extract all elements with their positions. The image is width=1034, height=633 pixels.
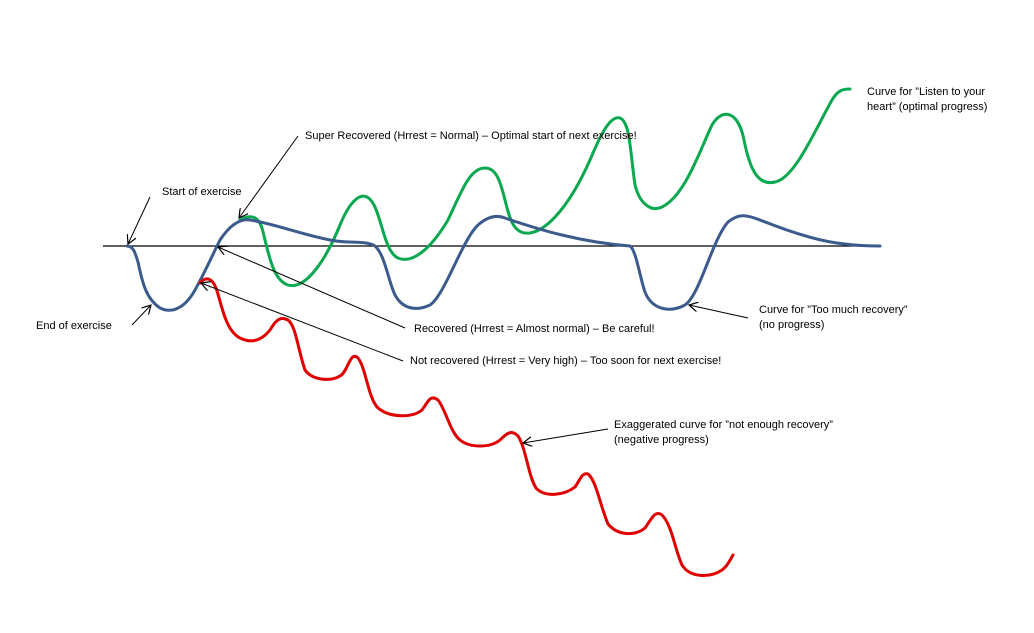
super-recovered-arrow xyxy=(239,135,299,218)
not-enough-recovery-label-line2: (negative progress) xyxy=(614,434,709,446)
end-of-exercise-arrow xyxy=(131,305,151,326)
not-enough-recovery-label-line1: Exaggerated curve for ”not enough recove… xyxy=(614,419,833,431)
start-of-exercise-arrow xyxy=(128,196,151,244)
too-much-recovery-label-line2: (no progress) xyxy=(759,319,825,331)
super-recovered-label: Super Recovered (Hrrest = Normal) – Opti… xyxy=(305,130,637,142)
not-recovered-arrow xyxy=(201,283,404,362)
not-recovered-label: Not recovered (Hrrest = Very high) – Too… xyxy=(410,355,722,367)
recovered-arrow xyxy=(218,247,406,329)
too-much-recovery-curve xyxy=(125,214,882,312)
end-of-exercise-label: End of exercise xyxy=(36,320,112,332)
recovered-label: Recovered (Hrrest = Almost normal) – Be … xyxy=(414,323,655,335)
not-enough-recovery-curve xyxy=(198,277,735,577)
not-enough-recovery-arrow xyxy=(523,428,609,443)
too-much-recovery-label-line1: Curve for ”Too much recovery” xyxy=(759,304,908,316)
too-much-recovery-arrow xyxy=(689,305,749,319)
listen-to-heart-curve xyxy=(238,87,852,288)
start-of-exercise-label: Start of exercise xyxy=(162,186,242,198)
listen-to-heart-label-line1: Curve for ”Listen to your xyxy=(867,86,985,98)
listen-to-heart-label-line2: heart” (optimal progress) xyxy=(867,101,988,113)
